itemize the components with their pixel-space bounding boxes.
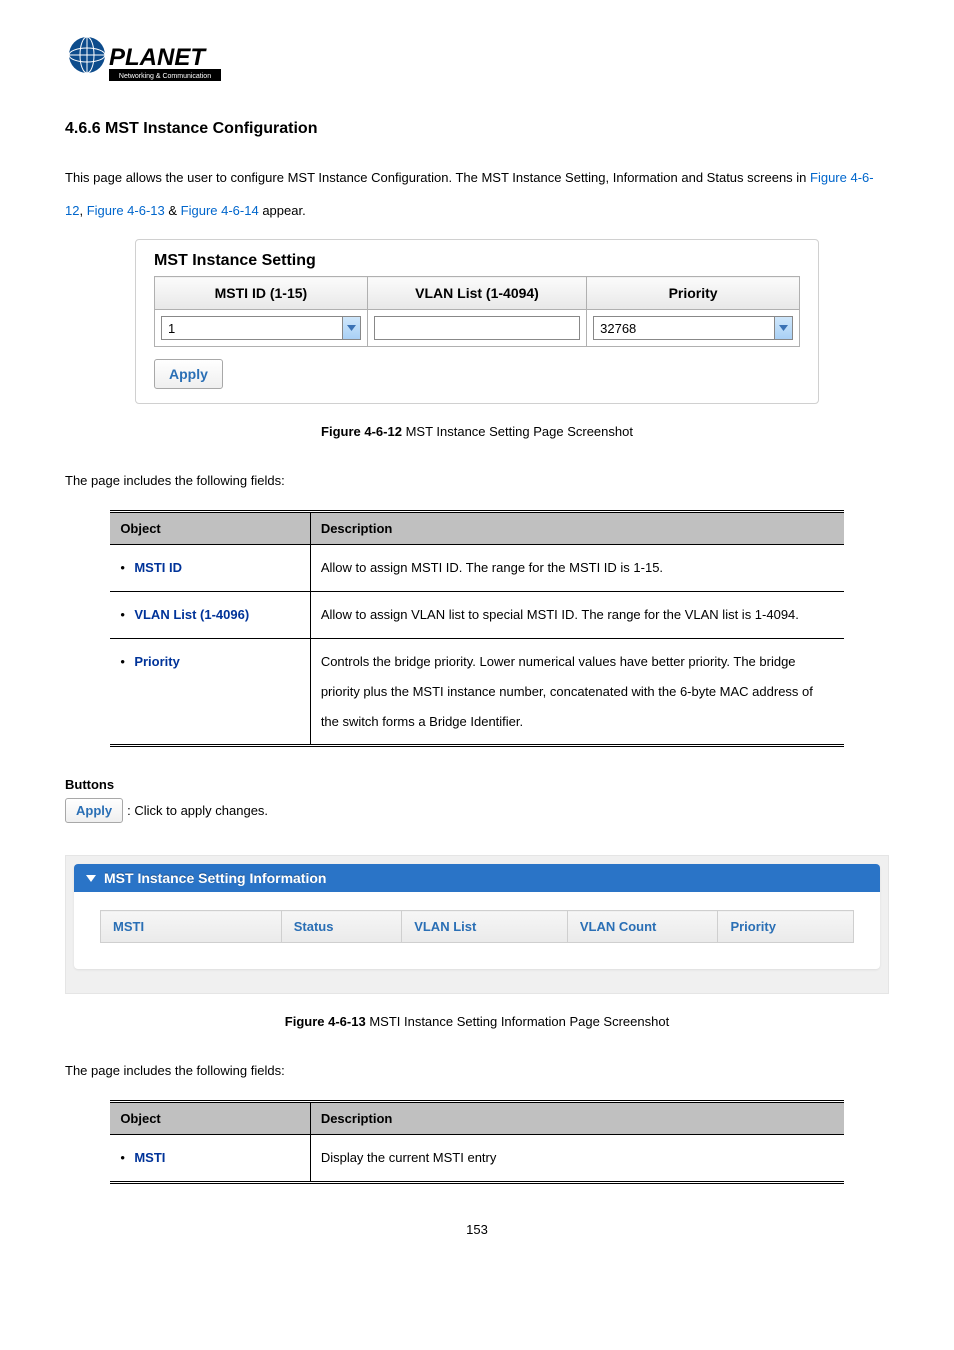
mst-instance-setting-panel: MST Instance Setting MSTI ID (1-15) VLAN… [135,239,819,404]
object-description: Display the current MSTI entry [310,1135,843,1183]
logo-block: PLANET Networking & Communication [65,35,889,90]
caret-down-icon [86,875,96,882]
col-header-object: Object [110,512,310,545]
col-header-object: Object [110,1102,310,1135]
col-header-priority: Priority [587,277,800,310]
intro-sep2: & [165,203,181,218]
figure-link-4-6-13[interactable]: Figure 4-6-13 [87,203,165,218]
object-label: MSTI [134,1150,165,1165]
figure-link-4-6-14[interactable]: Figure 4-6-14 [181,203,259,218]
object-label: Priority [134,654,180,669]
info-panel-header[interactable]: MST Instance Setting Information [74,864,880,892]
intro-paragraph: This page allows the user to configure M… [65,162,889,227]
col-header-vlan-list: VLAN List [402,911,568,943]
mst-instance-info-panel: MST Instance Setting Information MSTI St… [74,864,880,969]
object-description-table-2: Object Description •MSTI Display the cur… [110,1100,843,1184]
intro-text-before: This page allows the user to configure M… [65,170,810,185]
table-row: •MSTI Display the current MSTI entry [110,1135,843,1183]
object-label: VLAN List (1-4096) [134,607,249,622]
col-header-msti: MSTI [101,911,282,943]
col-header-status: Status [281,911,401,943]
priority-value: 32768 [594,321,774,336]
info-panel-area: MST Instance Setting Information MSTI St… [65,855,889,994]
chevron-down-icon [774,317,792,339]
table-row: •VLAN List (1-4096) Allow to assign VLAN… [110,591,843,638]
col-header-description: Description [310,512,843,545]
vlan-list-input[interactable] [374,316,580,340]
planet-logo: PLANET Networking & Communication [65,35,225,87]
object-description: Allow to assign MSTI ID. The range for t… [310,545,843,592]
col-header-vlan-list: VLAN List (1-4094) [367,277,586,310]
msti-id-value: 1 [162,321,342,336]
object-description-table-1: Object Description •MSTI ID Allow to ass… [110,510,843,747]
col-header-priority: Priority [718,911,854,943]
figure-4-6-13-text: MSTI Instance Setting Information Page S… [366,1014,670,1029]
fields-intro-1: The page includes the following fields: [65,473,889,488]
fields-intro-2: The page includes the following fields: [65,1063,889,1078]
object-description: Allow to assign VLAN list to special MST… [310,591,843,638]
svg-text:PLANET: PLANET [109,44,207,71]
buttons-heading: Buttons [65,777,889,792]
info-panel-title: MST Instance Setting Information [104,870,326,886]
mst-instance-setting-table: MSTI ID (1-15) VLAN List (1-4094) Priori… [154,276,800,347]
chevron-down-icon [342,317,360,339]
col-header-description: Description [310,1102,843,1135]
col-header-msti-id: MSTI ID (1-15) [155,277,368,310]
mst-instance-setting-title: MST Instance Setting [154,252,800,270]
apply-button[interactable]: Apply [154,359,223,389]
figure-4-6-12-label: Figure 4-6-12 [321,424,402,439]
mst-instance-info-table: MSTI Status VLAN List VLAN Count Priorit… [100,910,854,943]
apply-button[interactable]: Apply [65,798,123,823]
msti-id-select[interactable]: 1 [161,316,361,340]
object-description: Controls the bridge priority. Lower nume… [310,638,843,746]
svg-text:Networking & Communication: Networking & Communication [119,73,211,80]
col-header-vlan-count: VLAN Count [567,911,718,943]
table-row: •Priority Controls the bridge priority. … [110,638,843,746]
table-row: •MSTI ID Allow to assign MSTI ID. The ra… [110,545,843,592]
page-number: 153 [65,1222,889,1237]
figure-4-6-13-caption: Figure 4-6-13 MSTI Instance Setting Info… [65,1014,889,1029]
intro-text-after: appear. [259,203,306,218]
figure-4-6-12-caption: Figure 4-6-12 MST Instance Setting Page … [65,424,889,439]
object-label: MSTI ID [134,560,182,575]
intro-sep1: , [79,203,86,218]
priority-select[interactable]: 32768 [593,316,793,340]
section-heading: 4.6.6 MST Instance Configuration [65,120,889,138]
figure-4-6-12-text: MST Instance Setting Page Screenshot [402,424,633,439]
figure-4-6-13-label: Figure 4-6-13 [285,1014,366,1029]
apply-button-description: : Click to apply changes. [127,803,268,818]
buttons-row: Apply : Click to apply changes. [65,798,889,823]
